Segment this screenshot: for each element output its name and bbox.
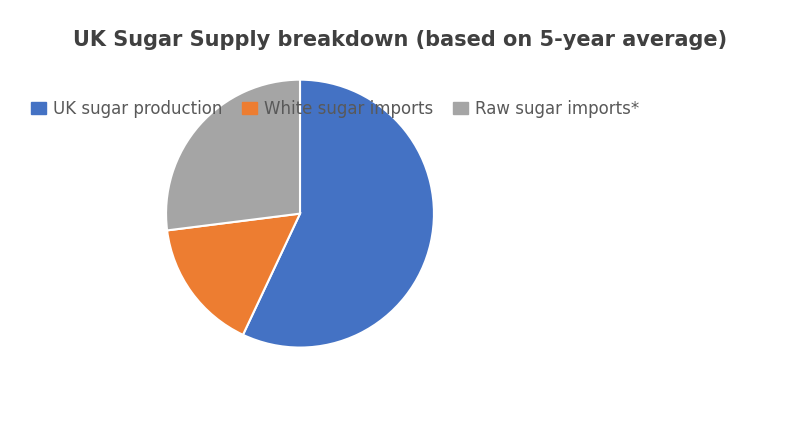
Text: UK Sugar Supply breakdown (based on 5-year average): UK Sugar Supply breakdown (based on 5-ye… — [73, 30, 727, 49]
Wedge shape — [166, 80, 300, 231]
Legend: UK sugar production, White sugar imports, Raw sugar imports*: UK sugar production, White sugar imports… — [24, 93, 646, 124]
Wedge shape — [167, 214, 300, 335]
Wedge shape — [243, 80, 434, 348]
